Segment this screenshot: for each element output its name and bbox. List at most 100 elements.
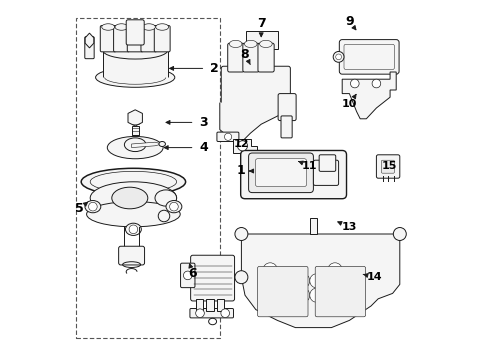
Circle shape <box>221 309 229 318</box>
FancyBboxPatch shape <box>180 263 195 288</box>
Ellipse shape <box>125 223 141 235</box>
Circle shape <box>170 202 178 211</box>
FancyBboxPatch shape <box>132 126 139 135</box>
Text: 3: 3 <box>199 116 208 129</box>
Circle shape <box>310 274 324 288</box>
FancyBboxPatch shape <box>281 116 292 138</box>
Circle shape <box>158 210 170 222</box>
Text: 10: 10 <box>342 99 357 109</box>
Ellipse shape <box>129 24 142 30</box>
FancyBboxPatch shape <box>258 43 274 72</box>
FancyBboxPatch shape <box>190 309 233 318</box>
FancyBboxPatch shape <box>314 160 339 185</box>
Ellipse shape <box>85 201 101 213</box>
Text: 7: 7 <box>257 17 266 30</box>
Ellipse shape <box>90 182 176 214</box>
Circle shape <box>196 309 204 318</box>
Circle shape <box>238 141 247 151</box>
Ellipse shape <box>229 40 242 48</box>
FancyBboxPatch shape <box>258 266 308 317</box>
Text: 1: 1 <box>237 165 246 177</box>
Text: 2: 2 <box>210 62 219 75</box>
FancyBboxPatch shape <box>141 26 157 52</box>
Circle shape <box>183 271 192 280</box>
Ellipse shape <box>143 24 155 30</box>
Ellipse shape <box>81 168 186 195</box>
FancyBboxPatch shape <box>344 44 394 69</box>
Circle shape <box>263 263 277 277</box>
FancyBboxPatch shape <box>85 37 94 59</box>
FancyBboxPatch shape <box>206 299 214 311</box>
Ellipse shape <box>260 40 272 48</box>
Circle shape <box>295 288 310 302</box>
Circle shape <box>295 274 310 288</box>
Text: 15: 15 <box>381 161 397 171</box>
Text: 14: 14 <box>367 272 382 282</box>
Polygon shape <box>85 33 94 48</box>
FancyBboxPatch shape <box>339 40 399 74</box>
Circle shape <box>372 79 381 88</box>
Ellipse shape <box>333 51 344 62</box>
Circle shape <box>235 271 248 284</box>
FancyBboxPatch shape <box>126 20 144 45</box>
FancyBboxPatch shape <box>100 26 116 52</box>
Ellipse shape <box>336 54 342 60</box>
FancyBboxPatch shape <box>191 255 235 301</box>
Polygon shape <box>242 234 400 328</box>
Bar <box>76 18 220 338</box>
Ellipse shape <box>124 138 146 152</box>
Polygon shape <box>233 139 257 153</box>
FancyBboxPatch shape <box>228 43 244 72</box>
FancyBboxPatch shape <box>376 155 400 178</box>
Circle shape <box>129 225 138 234</box>
FancyBboxPatch shape <box>119 246 145 265</box>
FancyBboxPatch shape <box>315 266 366 317</box>
Text: 9: 9 <box>345 15 354 28</box>
FancyBboxPatch shape <box>154 26 170 52</box>
Polygon shape <box>103 50 168 77</box>
FancyBboxPatch shape <box>114 26 129 52</box>
Text: 12: 12 <box>234 139 249 149</box>
Ellipse shape <box>156 24 169 30</box>
Polygon shape <box>132 142 162 148</box>
Ellipse shape <box>104 71 166 84</box>
Ellipse shape <box>90 171 176 192</box>
Ellipse shape <box>159 141 166 147</box>
Ellipse shape <box>112 187 148 209</box>
FancyBboxPatch shape <box>221 66 291 105</box>
Circle shape <box>310 288 324 302</box>
Ellipse shape <box>87 202 180 227</box>
Circle shape <box>328 263 342 277</box>
FancyBboxPatch shape <box>381 160 394 173</box>
Circle shape <box>89 202 97 211</box>
FancyBboxPatch shape <box>196 299 203 311</box>
Ellipse shape <box>103 42 168 59</box>
Circle shape <box>328 295 342 310</box>
FancyBboxPatch shape <box>127 26 143 52</box>
Text: 11: 11 <box>302 161 318 171</box>
Circle shape <box>235 228 248 240</box>
FancyBboxPatch shape <box>217 132 239 141</box>
Circle shape <box>350 79 359 88</box>
Text: 4: 4 <box>199 141 208 154</box>
FancyBboxPatch shape <box>217 299 224 311</box>
Ellipse shape <box>166 201 182 213</box>
FancyBboxPatch shape <box>246 31 278 49</box>
Circle shape <box>263 295 277 310</box>
Polygon shape <box>220 103 290 140</box>
Polygon shape <box>342 72 396 119</box>
FancyBboxPatch shape <box>255 159 307 186</box>
FancyBboxPatch shape <box>241 150 346 199</box>
Text: 5: 5 <box>75 202 84 215</box>
FancyBboxPatch shape <box>319 155 336 171</box>
Ellipse shape <box>102 24 115 30</box>
Ellipse shape <box>107 136 163 159</box>
FancyBboxPatch shape <box>248 153 314 193</box>
Ellipse shape <box>155 190 176 206</box>
Ellipse shape <box>245 40 257 48</box>
FancyBboxPatch shape <box>310 218 317 234</box>
Ellipse shape <box>115 24 128 30</box>
Text: 13: 13 <box>342 222 357 232</box>
Ellipse shape <box>96 68 175 87</box>
FancyBboxPatch shape <box>243 43 259 72</box>
